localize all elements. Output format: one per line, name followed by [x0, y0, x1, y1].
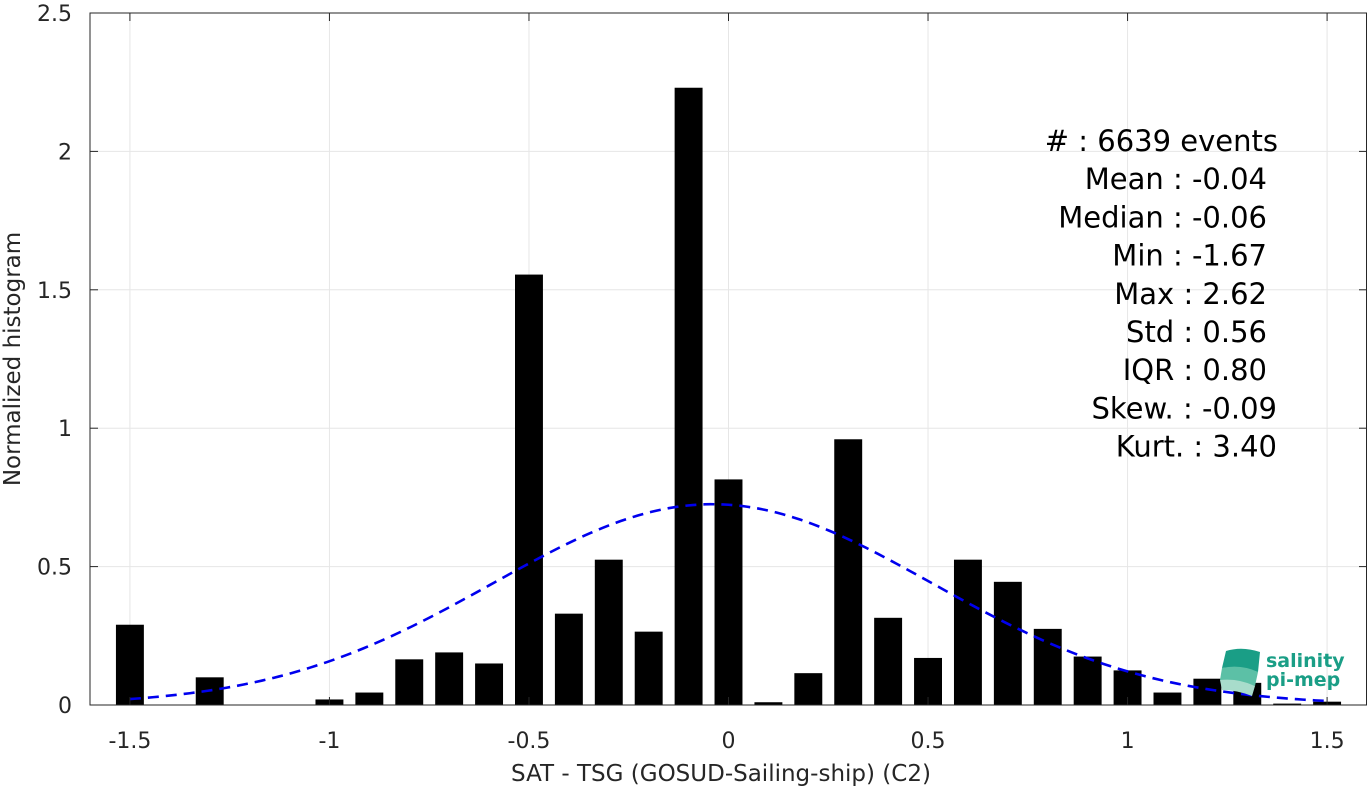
histogram-bar [475, 663, 504, 705]
histogram-bar [395, 659, 424, 705]
y-tick-labels: 0 0.5 1 1.5 2 2.5 [37, 2, 72, 719]
histogram-bar [1033, 628, 1062, 705]
stat-line: Kurt. : 3.40 [1116, 430, 1277, 464]
x-tick-label: 0 [722, 729, 736, 754]
x-tick-label: 0.5 [911, 729, 946, 754]
histogram-bar [794, 673, 823, 705]
stat-line: Max : 2.62 [1114, 277, 1267, 311]
histogram-bar [1273, 703, 1302, 705]
salinity-pi-mep-logo: salinity pi-mep [1220, 648, 1345, 696]
logo-text-pi-mep: pi-mep [1266, 669, 1340, 691]
statistics-annotation: # : 6639 events Mean : -0.04 Median : -0.0… [1045, 124, 1278, 464]
histogram-bar [874, 617, 903, 705]
y-tick-label: 2 [58, 140, 72, 165]
y-tick-label: 1.5 [37, 279, 72, 304]
histogram-bar [634, 631, 663, 705]
x-axis-label: SAT - TSG (GOSUD-Sailing-ship) (C2) [511, 761, 931, 787]
x-tick-label: 1 [1121, 729, 1135, 754]
histogram-bar [754, 702, 783, 705]
stat-line: # : 6639 events [1045, 124, 1278, 158]
x-tick-label: -0.5 [508, 729, 551, 754]
stat-line: Mean : -0.04 [1085, 162, 1267, 196]
gaussian-fit-curve [129, 502, 1328, 703]
histogram-bar [1073, 656, 1102, 705]
histogram-bar [115, 624, 144, 705]
histogram-bar [993, 581, 1022, 705]
histogram-bar [594, 559, 623, 705]
stat-line: Std : 0.56 [1126, 315, 1267, 349]
stat-line: IQR : 0.80 [1123, 353, 1267, 387]
histogram-bar [953, 559, 982, 705]
x-tick-label: 1.5 [1310, 729, 1345, 754]
histogram-bar [1193, 678, 1222, 705]
histogram-bar [554, 613, 583, 705]
histogram-bar [834, 439, 863, 705]
logo-wave-icon [1220, 648, 1260, 696]
histogram-bar [355, 692, 384, 705]
stat-line: Skew. : -0.09 [1091, 391, 1277, 425]
y-tick-label: 0 [58, 694, 72, 719]
stat-line: Min : -1.67 [1112, 239, 1267, 273]
logo-text-salinity: salinity [1266, 650, 1345, 672]
y-tick-label: 1 [58, 417, 72, 442]
x-tick-label: -1 [318, 729, 340, 754]
axis-ticks [90, 12, 1367, 706]
x-tick-labels: -1.5 -1 -0.5 0 0.5 1 1.5 [108, 729, 1344, 754]
histogram-bar [674, 87, 703, 705]
y-axis-label: Normalized histogram [0, 232, 26, 486]
histogram-bar [1153, 692, 1182, 705]
histogram-bar [714, 479, 743, 705]
stat-line: Median : -0.06 [1058, 200, 1267, 234]
histogram-bar [515, 274, 543, 705]
y-tick-label: 0.5 [37, 556, 72, 581]
y-tick-label: 2.5 [37, 2, 72, 27]
x-tick-label: -1.5 [108, 729, 151, 754]
histogram-bar [435, 652, 464, 705]
